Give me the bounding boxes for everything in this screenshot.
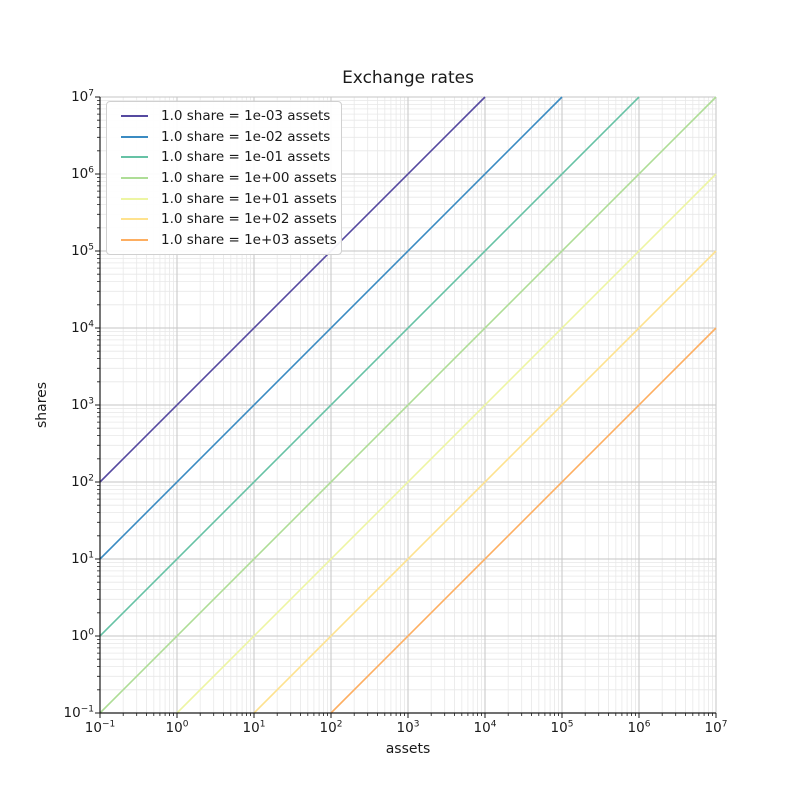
series-line-1 <box>99 96 563 560</box>
x-tick-label: 105 <box>550 719 574 736</box>
y-tick-label: 101 <box>71 550 94 567</box>
legend-line-swatch <box>121 238 148 241</box>
legend-label: 1.0 share = 1e-01 assets <box>161 149 331 166</box>
legend-line-swatch <box>121 135 148 138</box>
legend-item: 1.0 share = 1e-02 assets <box>115 127 333 148</box>
series-line-2 <box>99 96 640 637</box>
x-tick-label: 101 <box>242 719 266 736</box>
legend: 1.0 share = 1e-03 assets 1.0 share = 1e-0… <box>106 101 342 256</box>
x-tick-label: 100 <box>165 719 189 736</box>
legend-line-swatch <box>121 115 148 118</box>
x-tick-label: 106 <box>627 719 651 736</box>
chart-title: Exchange rates <box>342 68 474 88</box>
legend-item: 1.0 share = 1e+01 assets <box>115 188 337 209</box>
y-tick-label: 106 <box>71 165 94 182</box>
legend-line-swatch <box>121 197 148 200</box>
legend-item: 1.0 share = 1e+00 assets <box>115 168 337 189</box>
y-tick-label: 105 <box>71 242 94 259</box>
legend-line-swatch <box>121 177 148 180</box>
legend-item: 1.0 share = 1e+02 assets <box>115 209 337 230</box>
y-tick-label: 104 <box>71 319 94 336</box>
legend-label: 1.0 share = 1e+01 assets <box>161 190 337 207</box>
axis-spines <box>99 97 716 714</box>
legend-item: 1.0 share = 1e+03 assets <box>115 230 337 251</box>
series-line-0 <box>99 96 486 483</box>
legend-label: 1.0 share = 1e+00 assets <box>161 170 337 187</box>
x-tick-label: 107 <box>704 719 728 736</box>
legend-item: 1.0 share = 1e-01 assets <box>115 147 333 168</box>
y-tick-label: 103 <box>71 396 94 413</box>
legend-label: 1.0 share = 1e-02 assets <box>161 128 331 145</box>
series-line-4 <box>176 173 717 714</box>
minor-ticks <box>97 100 713 716</box>
x-tick-label: 102 <box>319 719 343 736</box>
x-tick-label: 103 <box>396 719 420 736</box>
y-tick-label: 100 <box>71 627 94 644</box>
legend-line-swatch <box>121 156 148 159</box>
x-axis-label: assets <box>385 741 431 757</box>
legend-label: 1.0 share = 1e+02 assets <box>161 211 337 228</box>
y-tick-label: 107 <box>71 88 94 105</box>
y-tick-label: 10−1 <box>63 704 94 721</box>
major-ticks <box>95 96 717 718</box>
y-tick-label: 102 <box>71 473 94 490</box>
x-tick-label: 104 <box>473 719 497 736</box>
x-tick-label: 10−1 <box>84 719 116 736</box>
legend-line-swatch <box>121 218 148 221</box>
legend-label: 1.0 share = 1e-03 assets <box>161 108 331 125</box>
legend-item: 1.0 share = 1e-03 assets <box>115 106 333 127</box>
legend-label: 1.0 share = 1e+03 assets <box>161 231 337 248</box>
series-line-6 <box>330 327 717 714</box>
series-line-3 <box>99 96 717 714</box>
series-line-5 <box>253 250 717 714</box>
